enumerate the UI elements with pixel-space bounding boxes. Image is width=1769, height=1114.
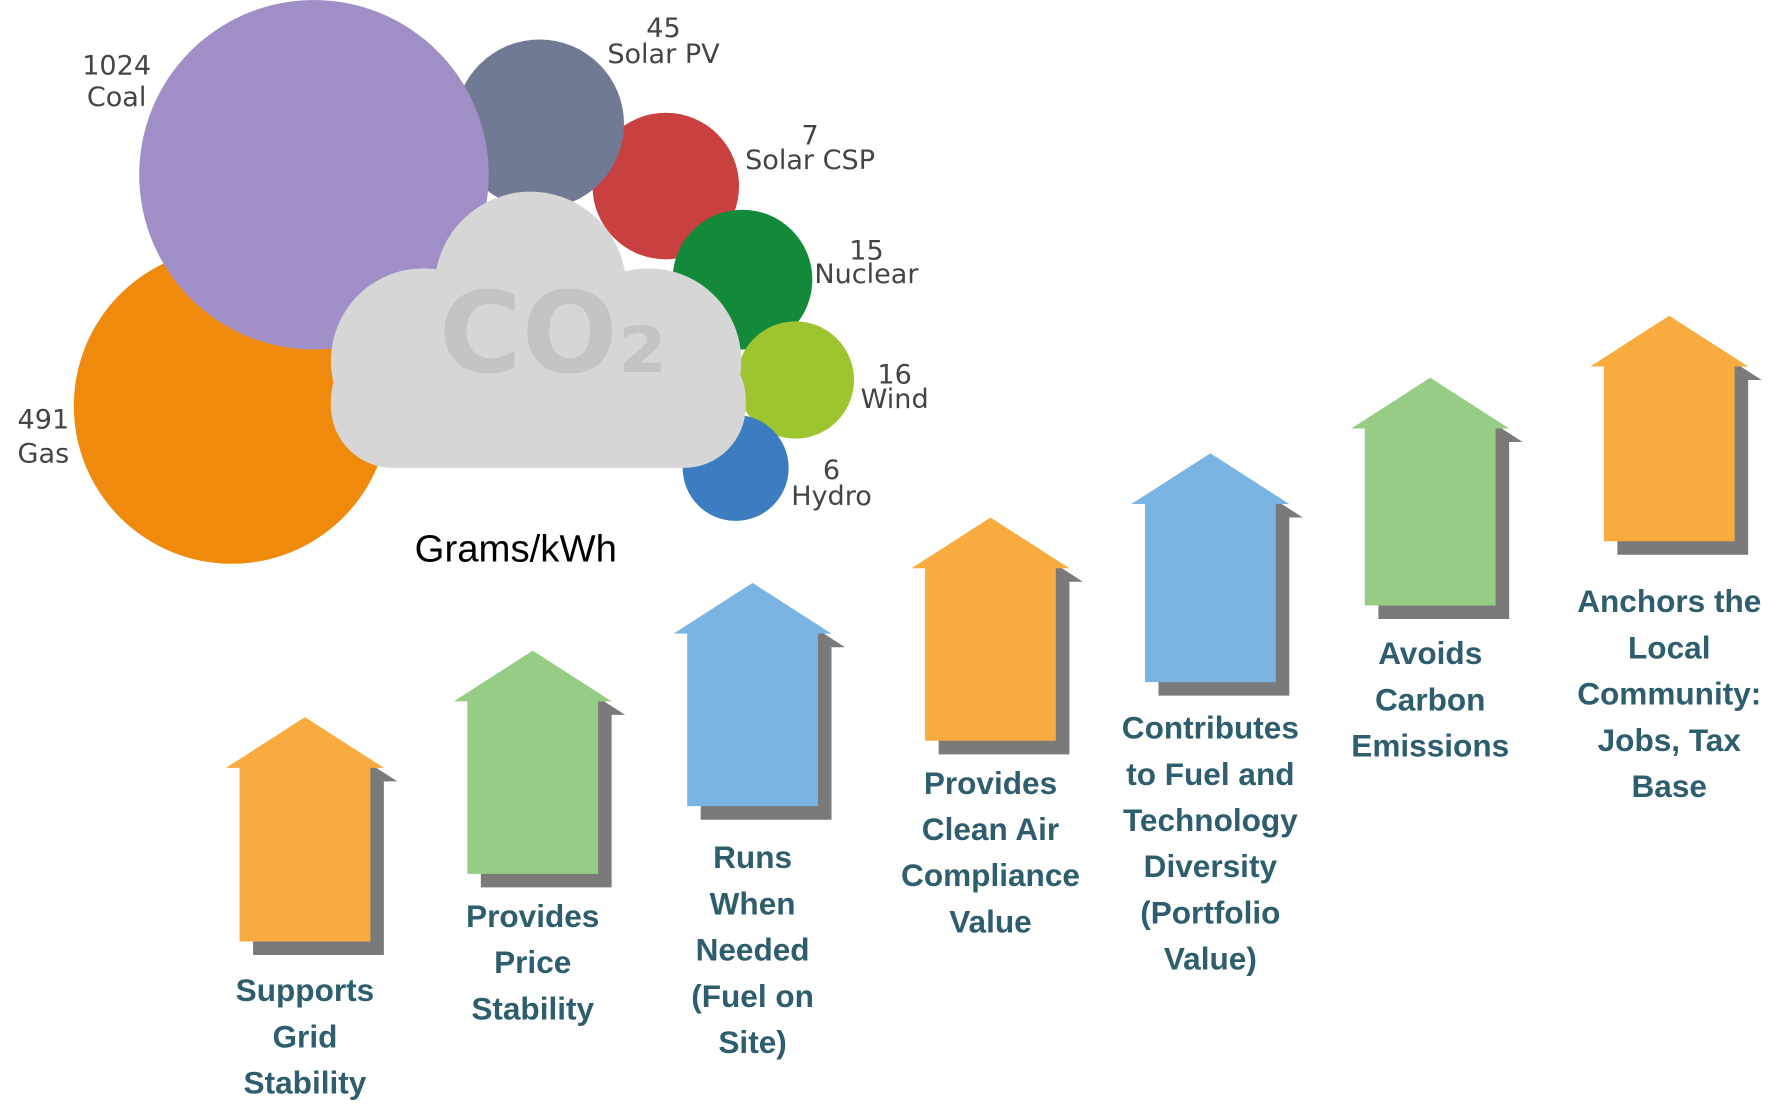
- bubble-value: 16: [877, 359, 911, 390]
- bubble-label: Coal: [87, 82, 147, 113]
- arrow-label: Supports: [236, 972, 375, 1008]
- arrow: [453, 650, 612, 874]
- arrow: [226, 717, 384, 942]
- arrow-label: When: [710, 885, 796, 921]
- bubble-value: 45: [646, 13, 680, 44]
- bubble-label: Nuclear: [814, 259, 919, 290]
- bubble-label: Solar PV: [607, 39, 720, 70]
- arrow: [673, 582, 832, 807]
- arrow-label: Local: [1628, 629, 1710, 665]
- arrows: Supports Grid Stability Provides Price Stabil…: [226, 315, 1762, 1101]
- arrow-label: Technology: [1123, 802, 1298, 838]
- arrow-label: Emissions: [1351, 728, 1509, 764]
- arrow-label: Site): [718, 1024, 786, 1060]
- arrow-label: Runs: [713, 839, 792, 875]
- arrow-label: (Portfolio: [1140, 894, 1280, 930]
- bubble-label: Solar CSP: [745, 145, 875, 176]
- arrow-label: Jobs, Tax: [1598, 722, 1742, 758]
- bubble-value: 491: [18, 404, 70, 435]
- cloud-label: CO₂: [439, 267, 667, 399]
- arrow-label: Clean Air: [922, 811, 1059, 847]
- arrow-label: Grid: [273, 1018, 338, 1054]
- arrow-label: Provides: [466, 898, 599, 934]
- arrow: [1590, 315, 1749, 542]
- arrow-label: Price: [494, 944, 571, 980]
- bubble-value: 6: [823, 455, 840, 486]
- arrow-label: Carbon: [1375, 681, 1485, 717]
- bubble: [139, 0, 489, 350]
- bubble: [736, 321, 855, 439]
- arrow-label: Diversity: [1144, 848, 1278, 884]
- bubble-label: Gas: [18, 438, 70, 469]
- arrow-label: Provides: [924, 765, 1057, 801]
- arrow-label: Base: [1632, 768, 1707, 804]
- cloud: [330, 191, 746, 468]
- arrow-label: Compliance: [901, 857, 1080, 893]
- arrow-label: Value: [949, 903, 1031, 939]
- arrow-label: Avoids: [1378, 635, 1482, 671]
- arrow-label: Stability: [244, 1065, 367, 1101]
- arrow-label: to Fuel and: [1126, 756, 1294, 792]
- bubble-label: Hydro: [791, 481, 872, 512]
- arrow-label: Needed: [696, 932, 810, 968]
- arrow: [1351, 377, 1510, 606]
- arrow-label: Contributes: [1122, 710, 1299, 746]
- arrow-label: Stability: [471, 990, 594, 1026]
- bubble-value: 1024: [82, 50, 151, 81]
- arrow-label: (Fuel on: [691, 978, 814, 1014]
- arrow-label: Community:: [1577, 676, 1761, 712]
- arrow: [911, 517, 1070, 741]
- arrow-label: Value): [1164, 941, 1257, 977]
- arrow-label: Anchors the: [1577, 583, 1761, 619]
- bubble: [454, 39, 625, 209]
- unit-label: Grams/kWh: [415, 528, 617, 571]
- arrow: [1131, 453, 1290, 683]
- bubble-label: Wind: [861, 384, 929, 415]
- bubble-value: 7: [801, 120, 818, 151]
- bubble-value: 15: [849, 235, 883, 266]
